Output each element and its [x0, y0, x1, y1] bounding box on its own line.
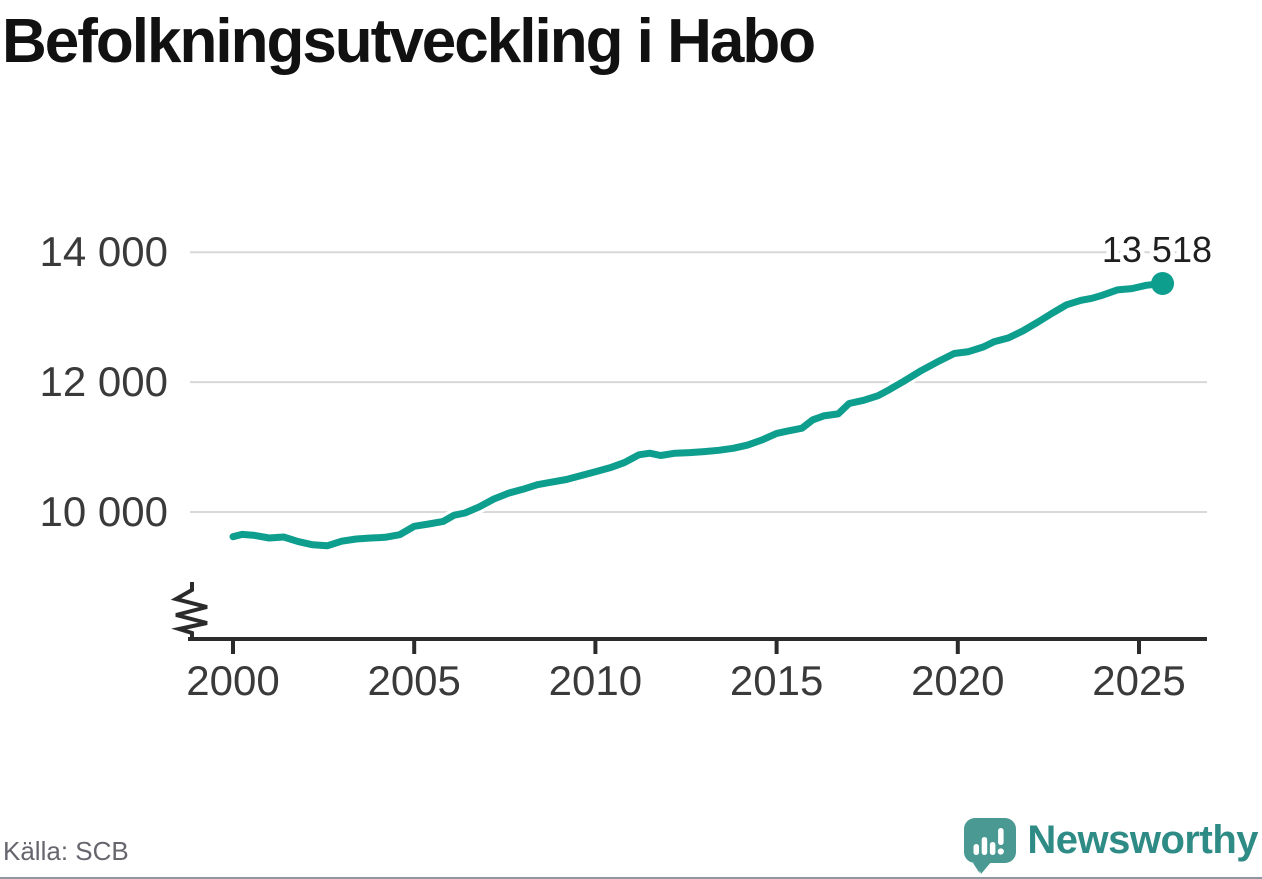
brand-logo: Newsworthy	[963, 818, 1258, 875]
page-title: Befolkningsutveckling i Habo	[2, 7, 816, 76]
series-line	[229, 280, 1167, 550]
bottom-edge-strip	[0, 877, 1262, 879]
x-axis-label: 2000	[186, 657, 279, 704]
y-axis-label: 14 000	[40, 228, 168, 275]
source-caption: Källa: SCB	[3, 836, 129, 866]
x-axis-label: 2025	[1092, 657, 1185, 704]
newsworthy-wordmark: Newsworthy	[1027, 817, 1258, 862]
end-point-dot	[1151, 272, 1175, 296]
x-axis-label: 2005	[367, 657, 460, 704]
x-axis-label: 2010	[549, 657, 642, 704]
end-value-label: 13 518	[1102, 229, 1212, 270]
x-axis-label: 2015	[730, 657, 823, 704]
series-line-casing	[226, 277, 1170, 553]
y-axis-label: 12 000	[40, 358, 168, 405]
newsworthy-icon	[964, 818, 1017, 874]
axis-break-icon	[170, 582, 208, 639]
y-axis-label: 10 000	[40, 488, 168, 535]
x-axis-label: 2020	[911, 657, 1004, 704]
